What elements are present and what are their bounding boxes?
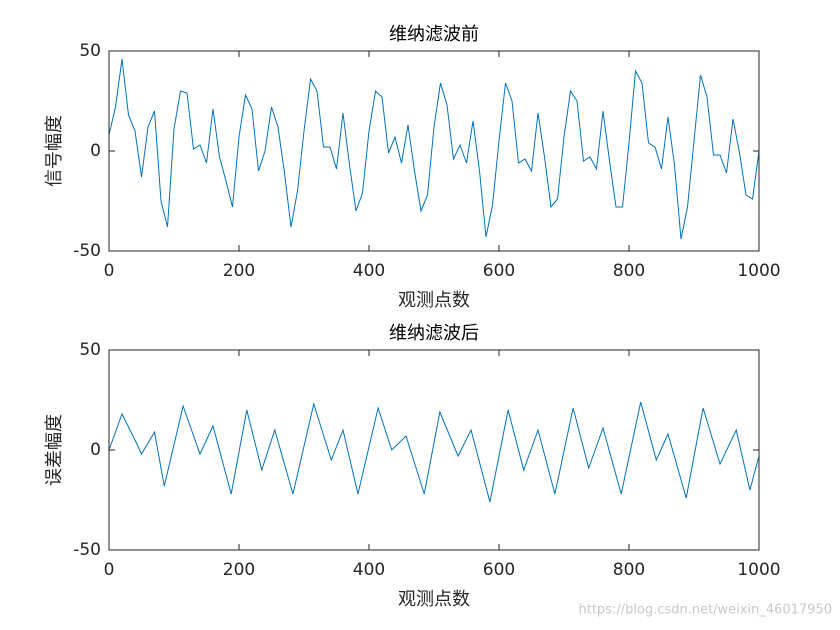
x-tick-label: 1000 bbox=[737, 560, 780, 580]
axes-background bbox=[109, 350, 759, 550]
x-tick-label: 1000 bbox=[737, 261, 780, 281]
x-axis-label: 观测点数 bbox=[398, 589, 470, 610]
chart-title: 维纳滤波前 bbox=[389, 24, 479, 45]
x-tick-label: 200 bbox=[223, 261, 255, 281]
y-tick-label: 50 bbox=[79, 340, 101, 360]
y-tick-label: 50 bbox=[79, 41, 101, 61]
x-tick-label: 600 bbox=[483, 261, 515, 281]
y-tick-label: -50 bbox=[73, 540, 101, 560]
signal-line bbox=[108, 401, 760, 503]
x-tick-label: 800 bbox=[613, 560, 645, 580]
x-tick-label: 0 bbox=[104, 560, 115, 580]
axes-background bbox=[109, 51, 759, 251]
y-axis-label: 误差幅度 bbox=[44, 414, 65, 486]
x-axis-label: 观测点数 bbox=[398, 290, 470, 311]
y-tick-label: 0 bbox=[90, 440, 101, 460]
signal-line bbox=[108, 58, 760, 240]
y-axis-label: 信号幅度 bbox=[44, 115, 65, 187]
x-tick-label: 400 bbox=[353, 560, 385, 580]
x-tick-label: 0 bbox=[104, 261, 115, 281]
x-tick-label: 400 bbox=[353, 261, 385, 281]
x-tick-label: 200 bbox=[223, 560, 255, 580]
x-tick-label: 800 bbox=[613, 261, 645, 281]
y-tick-label: -50 bbox=[73, 241, 101, 261]
x-tick-label: 600 bbox=[483, 560, 515, 580]
chart-title: 维纳滤波后 bbox=[389, 323, 479, 344]
watermark: https://blog.csdn.net/weixin_46017950 bbox=[578, 603, 832, 618]
y-tick-label: 0 bbox=[90, 141, 101, 161]
